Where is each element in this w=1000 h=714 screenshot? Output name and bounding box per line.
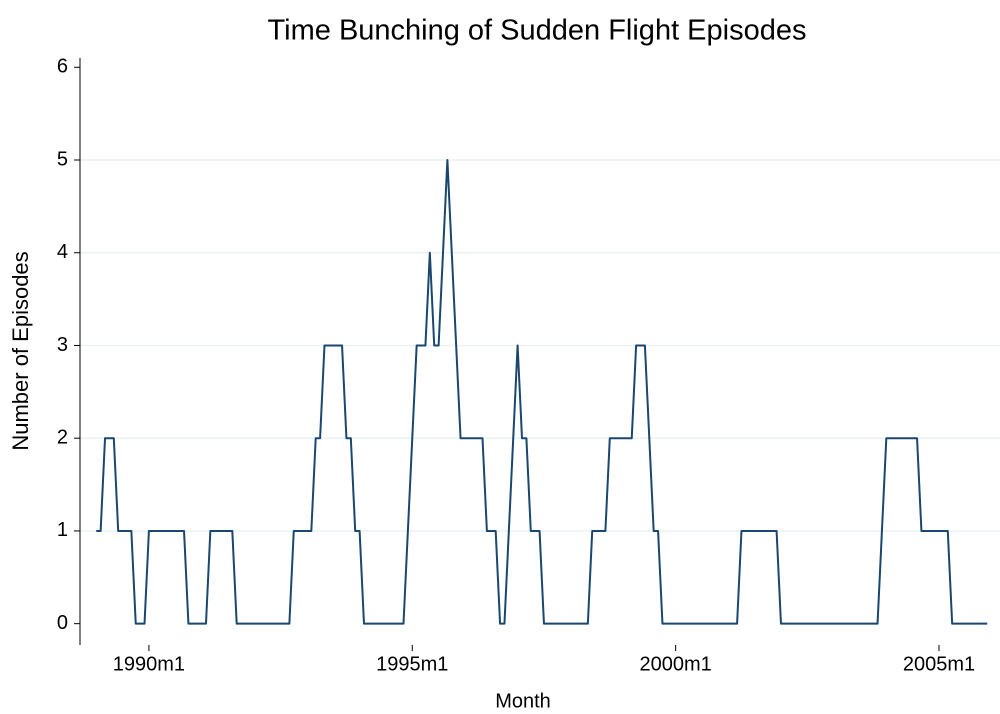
y-tick-label: 2 xyxy=(57,426,68,448)
chart-title: Time Bunching of Sudden Flight Episodes xyxy=(268,15,807,47)
x-tick-label: 1995m1 xyxy=(376,653,448,675)
x-tick-label: 2005m1 xyxy=(903,653,975,675)
y-tick-label: 4 xyxy=(57,241,68,263)
x-axis-label: Month xyxy=(495,690,551,712)
x-tick-label: 1990m1 xyxy=(113,653,185,675)
y-tick-label: 1 xyxy=(57,519,68,541)
y-tick-label: 0 xyxy=(57,612,68,634)
x-tick-label: 2000m1 xyxy=(639,653,711,675)
y-tick-label: 3 xyxy=(57,334,68,356)
y-tick-label: 6 xyxy=(57,56,68,78)
y-axis-label: Number of Episodes xyxy=(8,251,33,450)
y-tick-label: 5 xyxy=(57,148,68,170)
data-line xyxy=(96,159,988,625)
